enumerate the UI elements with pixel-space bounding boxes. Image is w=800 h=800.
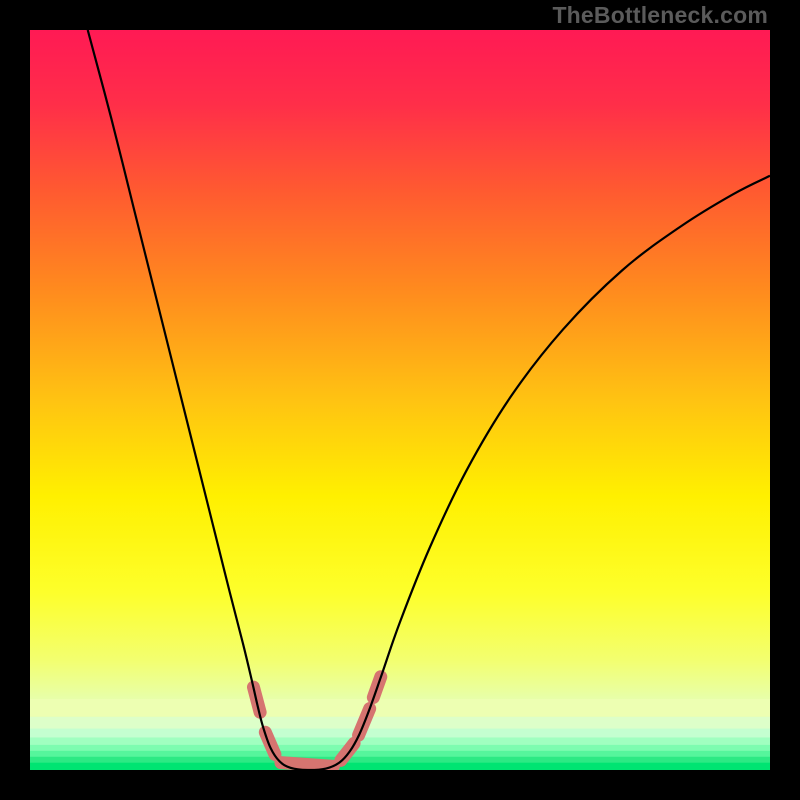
watermark-text: TheBottleneck.com bbox=[552, 2, 768, 29]
chart-frame: TheBottleneck.com bbox=[0, 0, 800, 800]
bottleneck-curve-chart bbox=[30, 30, 770, 770]
bottom-color-bands bbox=[30, 699, 770, 770]
plot-area bbox=[30, 30, 770, 770]
chart-background bbox=[30, 30, 770, 770]
